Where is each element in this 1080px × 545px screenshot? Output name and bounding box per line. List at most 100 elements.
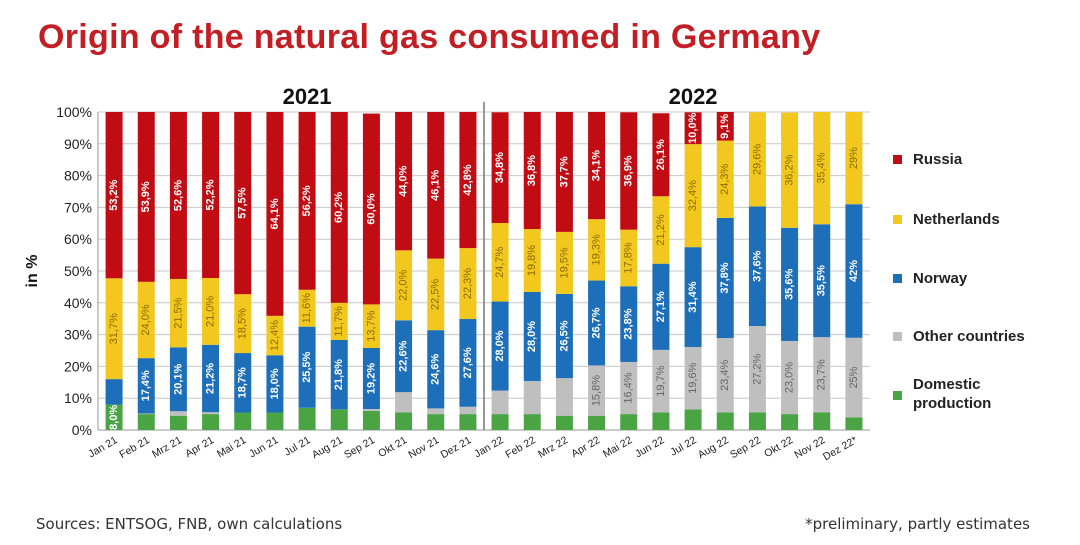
data-label-norway: 23,8% — [623, 308, 635, 339]
data-label-norway: 28,0% — [526, 321, 538, 352]
data-label-norway: 37,8% — [719, 262, 731, 293]
data-label-russia: 10,0% — [687, 112, 699, 143]
y-tick-label: 70% — [64, 199, 92, 215]
data-label-russia: 26,1% — [655, 139, 667, 170]
bar-segment-norway — [748, 206, 766, 327]
bar-segment-russia — [491, 112, 509, 223]
x-tick-label: Dez 21 — [439, 434, 474, 461]
x-tick-label: Jan 21 — [86, 434, 119, 460]
legend-label-norway: Norway — [913, 270, 968, 287]
bar-segment-domestic-production — [105, 404, 123, 430]
data-label-russia: 34,1% — [591, 150, 603, 181]
data-label-norway: 35,6% — [784, 269, 796, 300]
x-tick-label: Apr 21 — [183, 434, 216, 460]
year-label-2022: 2022 — [669, 84, 718, 109]
bar-segment-netherlands — [523, 229, 541, 292]
bar-segment-other-countries — [748, 326, 766, 413]
data-label-russia: 60,2% — [333, 192, 345, 223]
data-label-netherlands: 32,4% — [687, 180, 699, 211]
legend-item-russia: Russia — [893, 150, 962, 169]
bar-segment-russia — [555, 112, 573, 232]
bar-segment-norway — [845, 204, 863, 338]
y-tick-label: 50% — [64, 263, 92, 279]
bar-segment-russia — [588, 112, 606, 220]
x-tick-label: Nov 21 — [406, 434, 441, 461]
bar-segment-russia — [362, 113, 380, 305]
y-tick-label: 10% — [64, 390, 92, 406]
data-label-other-countries: 23,0% — [784, 362, 796, 393]
data-label-norway: 22,6% — [398, 340, 410, 371]
bar-segment-other-countries — [845, 337, 863, 418]
data-label-netherlands: 19,5% — [558, 247, 570, 278]
bar-segment-netherlands — [395, 250, 413, 321]
x-tick-label: Feb 22 — [503, 434, 537, 461]
data-label-norway: 21,2% — [205, 363, 217, 394]
data-label-russia: 36,8% — [526, 155, 538, 186]
data-label-netherlands: 29,6% — [751, 144, 763, 175]
x-tick-label: Apr 22 — [569, 434, 602, 460]
bar-segment-russia — [459, 112, 477, 249]
bar-segment-norway — [427, 330, 445, 409]
data-label-norway: 35,5% — [816, 265, 828, 296]
data-label-netherlands: 36,2% — [784, 154, 796, 185]
x-tick-label: Okt 22 — [762, 434, 795, 460]
bar-segment-russia — [330, 112, 348, 303]
data-label-netherlands: 19,3% — [591, 234, 603, 265]
y-tick-label: 30% — [64, 327, 92, 343]
bar-segment-russia — [395, 112, 413, 251]
bar-segment-domestic-production — [395, 412, 413, 430]
bar-segment-domestic-production — [620, 414, 638, 430]
legend-swatch-netherlands — [893, 215, 902, 224]
x-tick-label: Jul 22 — [668, 434, 698, 458]
data-label-russia: 64,1% — [269, 198, 281, 229]
x-tick-label: Sep 22 — [728, 434, 763, 461]
legend-label-russia: Russia — [913, 151, 963, 168]
bar-segment-russia — [234, 112, 252, 295]
legend-swatch-domestic-production — [893, 391, 902, 400]
bar-segment-norway — [781, 227, 799, 341]
bar-segment-domestic-production — [684, 409, 702, 430]
y-tick-label: 20% — [64, 358, 92, 374]
legend-item-domestic-production: Domestic production — [893, 375, 1023, 413]
data-label-domestic-production: 8,0% — [108, 405, 120, 430]
x-tick-label: Mrz 22 — [536, 434, 570, 461]
data-label-netherlands: 22,0% — [398, 270, 410, 301]
x-tick-label: Feb 21 — [117, 434, 151, 461]
bar-segment-other-countries — [491, 390, 509, 415]
x-tick-label: Jan 22 — [472, 434, 505, 460]
y-tick-label: 60% — [64, 231, 92, 247]
y-tick-label: 100% — [56, 104, 92, 120]
data-label-russia: 53,9% — [140, 181, 152, 212]
bar-segment-norway — [588, 280, 606, 366]
bar-segment-norway — [234, 353, 252, 413]
data-label-netherlands: 11,7% — [333, 306, 345, 337]
bar-segment-netherlands — [298, 289, 316, 327]
bar-segment-other-countries — [555, 378, 573, 416]
data-label-netherlands: 17,8% — [623, 242, 635, 273]
bar-segment-domestic-production — [137, 414, 155, 430]
bar-segment-other-countries — [652, 349, 670, 413]
chart-title: Origin of the natural gas consumed in Ge… — [38, 18, 821, 56]
bar-segment-norway — [459, 319, 477, 407]
y-tick-label: 0% — [72, 422, 92, 438]
data-label-norway: 26,7% — [591, 307, 603, 338]
bar-segment-other-countries — [137, 413, 155, 415]
bar-segment-norway — [137, 358, 155, 414]
bar-segment-domestic-production — [748, 412, 766, 430]
x-tick-label: Sep 21 — [342, 434, 377, 461]
data-label-netherlands: 11,6% — [301, 293, 313, 324]
bar-segment-netherlands — [427, 258, 445, 331]
bar-segment-other-countries — [620, 361, 638, 415]
bar-segment-domestic-production — [652, 412, 670, 430]
legend-swatch-norway — [893, 274, 902, 283]
data-label-russia: 42,8% — [462, 164, 474, 195]
bar-segment-domestic-production — [813, 412, 831, 430]
x-tick-label: Mai 22 — [601, 434, 634, 460]
data-label-netherlands: 12,4% — [269, 320, 281, 351]
data-label-norway: 24,6% — [430, 353, 442, 384]
bar-segment-russia — [620, 112, 638, 230]
data-label-russia: 46,1% — [430, 169, 442, 200]
bar-segment-netherlands — [491, 222, 509, 302]
bar-segment-norway — [716, 217, 734, 339]
